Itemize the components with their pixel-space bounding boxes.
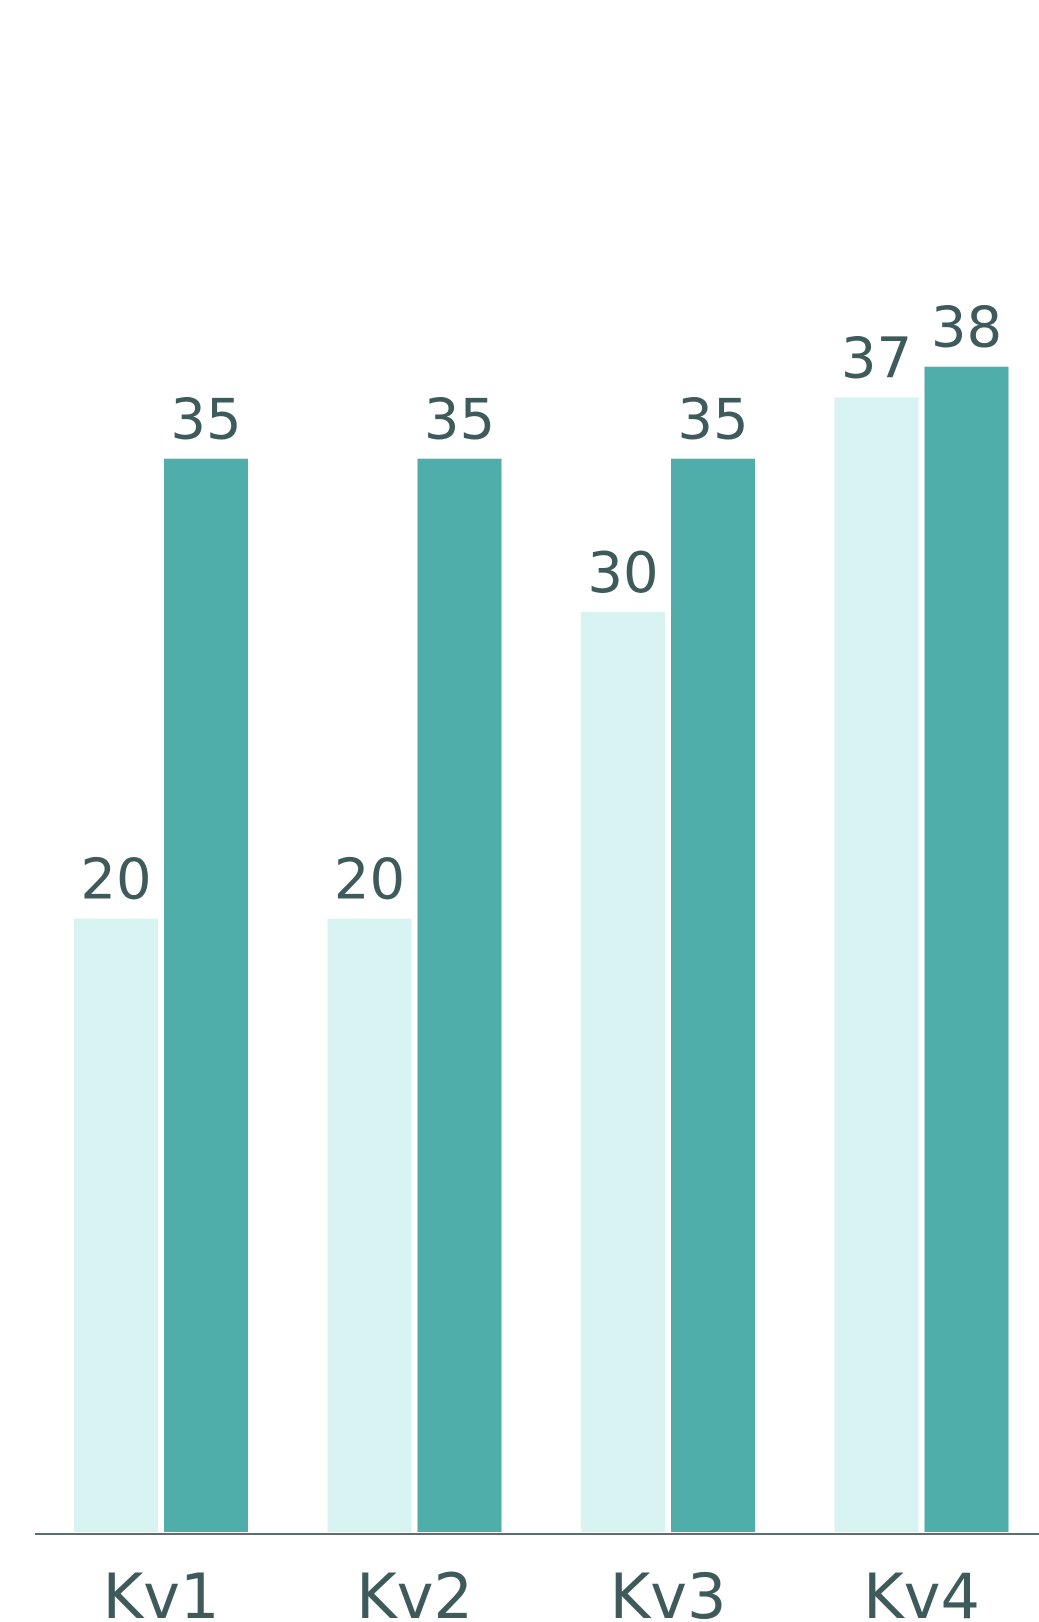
x-tick-label-kv3: Kv3 — [610, 1560, 727, 1622]
value-label-kv1-series-1: 20 — [80, 848, 151, 913]
value-label-kv3-series-1: 30 — [587, 541, 658, 606]
bar-kv3-series-1 — [581, 612, 665, 1532]
x-tick-label-kv4: Kv4 — [863, 1560, 980, 1622]
value-labels-layer: 20 35 20 35 30 35 37 38 — [80, 296, 1002, 913]
bars-layer — [74, 366, 1009, 1533]
bar-kv4-series-2 — [924, 366, 1009, 1533]
value-label-kv3-series-2: 35 — [677, 388, 748, 453]
x-tick-label-kv1: Kv1 — [103, 1560, 220, 1622]
bar-kv4-series-1 — [834, 397, 919, 1532]
category-labels-layer: Kv1 Kv2 Kv3 Kv4 — [103, 1560, 980, 1622]
value-label-kv2-series-1: 20 — [334, 848, 405, 913]
bar-kv2-series-1 — [327, 918, 412, 1532]
value-label-kv2-series-2: 35 — [424, 388, 495, 453]
value-label-kv4-series-1: 37 — [841, 326, 912, 391]
bar-kv1-series-1 — [74, 918, 158, 1532]
x-tick-label-kv2: Kv2 — [356, 1560, 473, 1622]
bar-kv3-series-2 — [671, 458, 755, 1533]
bar-kv1-series-2 — [164, 458, 248, 1533]
value-label-kv4-series-2: 38 — [931, 296, 1002, 361]
value-label-kv1-series-2: 35 — [170, 388, 241, 453]
bar-kv2-series-2 — [417, 458, 502, 1533]
